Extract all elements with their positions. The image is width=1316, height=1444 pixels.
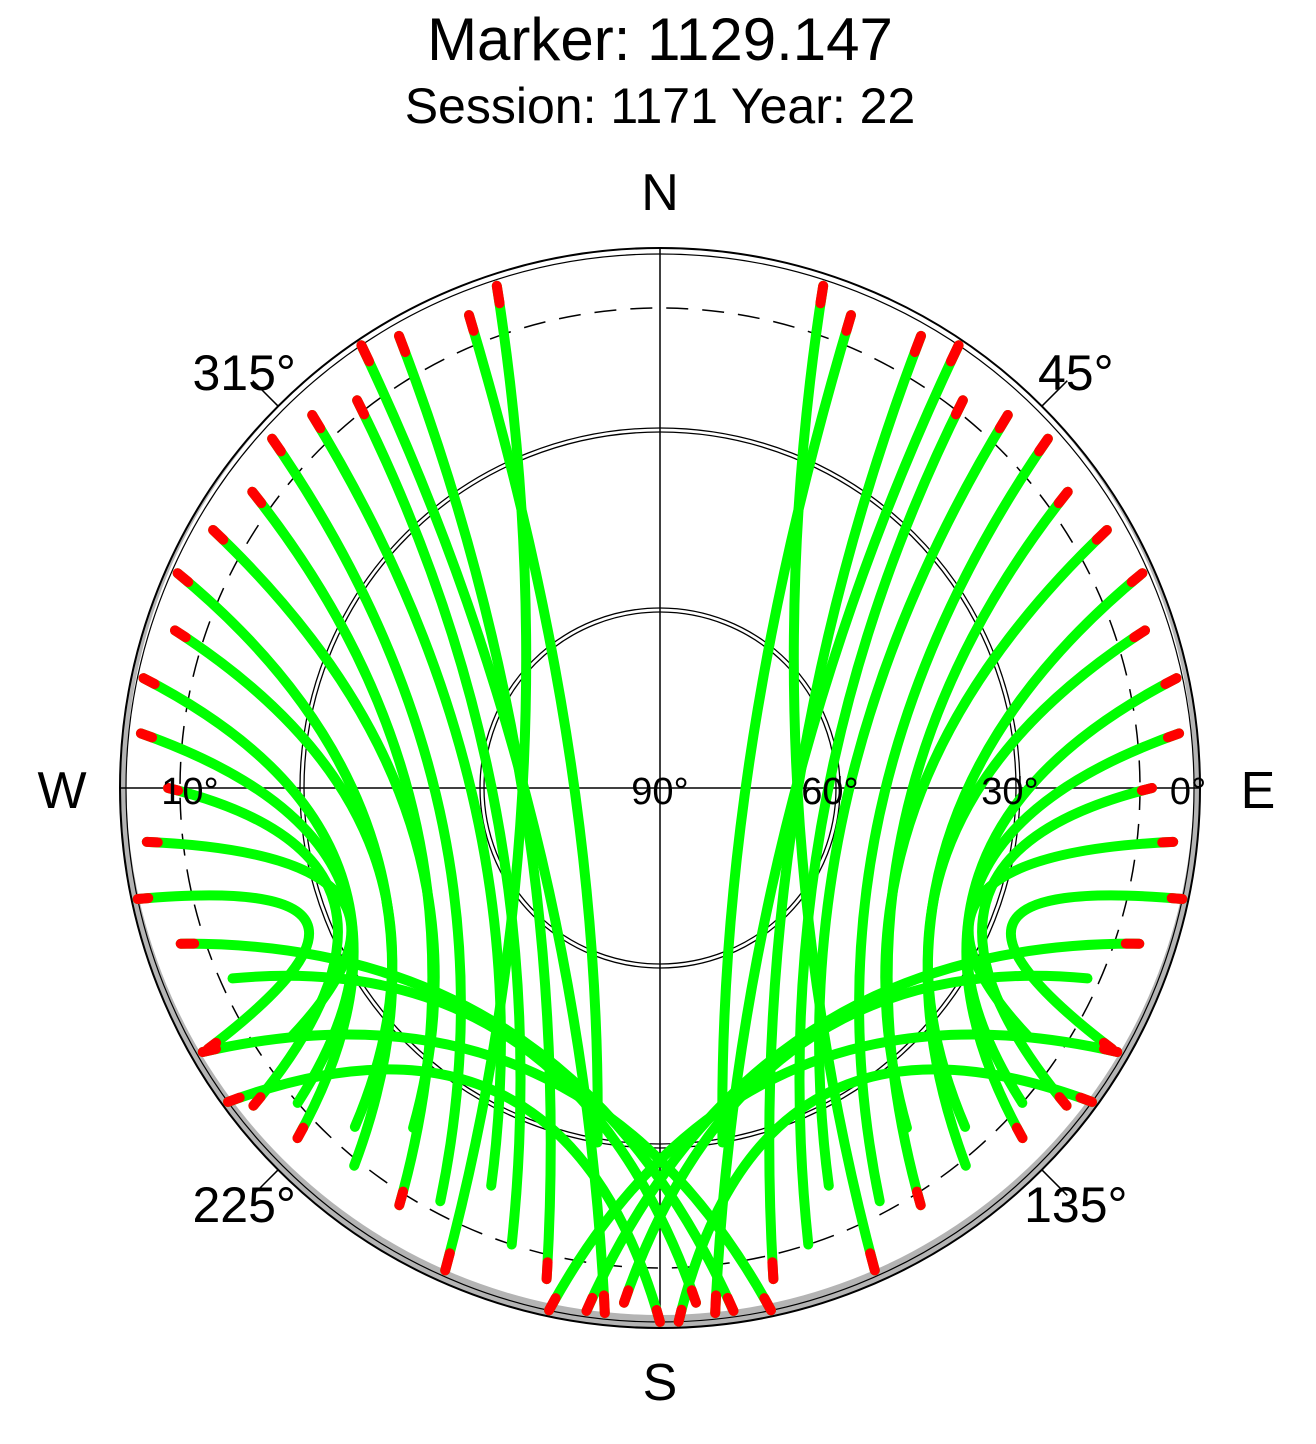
low-elevation-segment <box>132 893 154 904</box>
low-elevation-segment <box>759 1293 776 1316</box>
low-elevation-segment <box>994 410 1013 434</box>
east-label: E <box>1241 762 1276 820</box>
north-label: N <box>641 164 679 222</box>
satellite-track <box>352 395 526 1250</box>
low-elevation-segment <box>223 1092 245 1107</box>
azimuth-label-135: 135° <box>1024 1177 1127 1233</box>
low-elevation-segment <box>1136 783 1157 796</box>
low-elevation-segment <box>686 1285 701 1308</box>
satellite-track <box>267 433 466 1207</box>
low-elevation-segment <box>208 525 229 545</box>
low-elevation-segment <box>172 568 194 587</box>
low-elevation-segment <box>170 625 191 643</box>
low-elevation-segment <box>307 410 326 434</box>
satellite-track <box>673 1064 1097 1327</box>
chart-title: Marker: 1129.147 <box>427 6 893 73</box>
low-elevation-segment <box>1034 433 1053 457</box>
low-elevation-segment <box>909 330 926 358</box>
elevation-label-30: 30° <box>981 771 1038 813</box>
satellite-track <box>227 970 701 1308</box>
elevation-label-0: 0° <box>1170 771 1206 813</box>
azimuth-tick-315 <box>252 380 279 407</box>
azimuth-tick-225 <box>252 1169 279 1196</box>
satellite-track <box>132 890 314 1054</box>
low-elevation-segment <box>1075 1092 1097 1107</box>
low-elevation-segment <box>767 1257 779 1285</box>
low-elevation-segment <box>722 1292 739 1316</box>
azimuth-tick-135 <box>1041 1169 1068 1196</box>
satellite-track <box>307 410 506 1191</box>
low-elevation-segment <box>865 1248 880 1276</box>
low-elevation-segment <box>1162 728 1185 743</box>
azimuth-label-315: 315° <box>192 345 295 401</box>
low-elevation-segment <box>841 310 856 336</box>
low-elevation-segment <box>292 1122 309 1144</box>
axis-labels: N S W E 315° 45° 225° 135° 10° 90° 60° 30° 0° <box>37 164 1275 1412</box>
low-elevation-segment <box>945 340 964 367</box>
west-label: W <box>37 762 86 820</box>
low-elevation-segment <box>267 433 286 457</box>
low-elevation-segment <box>163 783 184 796</box>
low-elevation-segment <box>394 330 411 358</box>
satellite-track <box>1006 890 1188 1054</box>
chart-subtitle: Session: 1171 Year: 22 <box>405 78 916 134</box>
low-elevation-segment <box>1011 1122 1028 1144</box>
satellite-track <box>794 395 968 1250</box>
satellite-tracks <box>132 280 1188 1327</box>
low-elevation-segment <box>1160 673 1182 689</box>
low-elevation-segment <box>464 310 479 336</box>
azimuth-label-45: 45° <box>1038 345 1114 401</box>
low-elevation-segment <box>491 280 505 309</box>
low-elevation-segment <box>950 395 968 420</box>
elevation-label-60: 60° <box>801 771 858 813</box>
low-elevation-segment <box>1166 893 1188 904</box>
low-elevation-points <box>132 280 1188 1327</box>
satellite-track <box>544 1029 1123 1316</box>
elevation-label-90: 90° <box>631 771 688 813</box>
low-elevation-segment <box>135 728 158 743</box>
low-elevation-segment <box>815 280 829 309</box>
satellite-track <box>170 625 398 1132</box>
low-elevation-segment <box>581 1292 598 1316</box>
low-elevation-segment <box>599 1290 610 1319</box>
low-elevation-segment <box>1099 1044 1123 1057</box>
low-elevation-segment <box>541 1257 553 1285</box>
elevation-label-10: 10° <box>161 771 218 813</box>
satellite-track <box>710 340 964 1319</box>
low-elevation-segment <box>619 1285 634 1308</box>
satellite-track <box>814 410 1013 1191</box>
low-elevation-segment <box>356 340 375 367</box>
satellite-track <box>922 625 1150 1132</box>
satellite-track <box>619 970 1093 1308</box>
satellite-track <box>141 836 357 1042</box>
low-elevation-segment <box>197 1044 221 1057</box>
low-elevation-segment <box>141 836 163 848</box>
low-elevation-segment <box>248 1092 266 1111</box>
low-elevation-segment <box>1091 525 1112 545</box>
low-elevation-segment <box>1129 625 1150 643</box>
satellite-track <box>854 433 1053 1207</box>
low-elevation-segment <box>394 1186 409 1211</box>
low-elevation-segment <box>1126 568 1148 587</box>
low-elevation-segment <box>1054 1092 1072 1111</box>
south-label: S <box>643 1354 678 1412</box>
azimuth-tick-45 <box>1041 380 1068 407</box>
low-elevation-segment <box>651 1305 665 1327</box>
low-elevation-segment <box>544 1293 561 1316</box>
low-elevation-segment <box>1157 836 1179 848</box>
low-elevation-segment <box>247 486 267 509</box>
low-elevation-segment <box>673 1304 687 1327</box>
low-elevation-segment <box>138 673 160 689</box>
low-elevation-segment <box>710 1290 721 1319</box>
satellite-track <box>963 836 1179 1042</box>
low-elevation-segment <box>440 1248 455 1276</box>
low-elevation-segment <box>911 1186 926 1211</box>
azimuth-label-225: 225° <box>192 1177 295 1233</box>
low-elevation-segment <box>1053 486 1073 509</box>
low-elevation-segment <box>352 395 370 420</box>
satellite-track <box>356 340 610 1319</box>
satellite-track <box>464 310 603 1148</box>
satellite-track <box>717 310 856 1148</box>
